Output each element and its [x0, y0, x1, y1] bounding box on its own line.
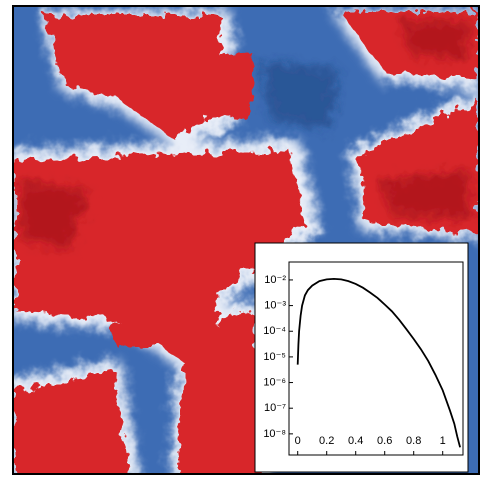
x-tick-label: 0.4 — [348, 435, 363, 447]
x-tick-label: 1 — [440, 435, 446, 447]
inset-chart: 0 0.2 0.4 0.6 0.8 1 10⁻² 10⁻³ 10⁻⁴ 10⁻⁵ 10⁻⁶ 10⁻⁷ 10… — [263, 261, 464, 456]
y-tick-label: 10⁻³ — [264, 299, 286, 311]
y-tick-label: 10⁻⁵ — [263, 351, 286, 363]
x-tick-label: 0 — [295, 435, 301, 447]
map-frame — [12, 5, 480, 475]
plot-frame — [288, 261, 464, 456]
y-tick-label: 10⁻⁸ — [263, 428, 286, 440]
y-tick-label: 10⁻⁴ — [263, 325, 286, 337]
y-tick-label: 10⁻² — [264, 274, 286, 286]
y-tick-label: 10⁻⁷ — [264, 402, 286, 414]
field-map — [13, 6, 479, 474]
x-tick-label: 0.2 — [319, 435, 334, 447]
x-tick-label: 0.8 — [406, 435, 421, 447]
y-tick-label: 10⁻⁶ — [263, 376, 286, 388]
x-tick-label: 0.6 — [377, 435, 392, 447]
data-line — [296, 277, 461, 448]
